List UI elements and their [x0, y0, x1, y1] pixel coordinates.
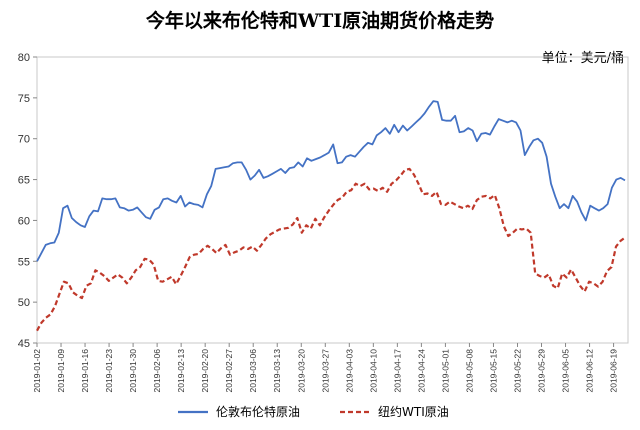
x-tick-label: 2019-02-06 [152, 349, 162, 393]
x-tick-label: 2019-01-16 [80, 349, 90, 393]
x-tick-label: 2019-05-22 [512, 349, 522, 393]
plot-frame [36, 56, 629, 344]
y-tick-label: 75 [18, 93, 30, 105]
x-tick-label: 2019-02-13 [176, 349, 186, 393]
x-tick-label: 2019-04-03 [344, 349, 354, 393]
x-tick-label: 2019-05-08 [464, 349, 474, 393]
y-axis: 45 50 55 60 65 70 75 80 [18, 52, 37, 350]
x-tick-label: 2019-03-27 [320, 349, 330, 393]
y-tick-label: 45 [18, 338, 30, 350]
y-tick-label: 70 [18, 134, 30, 146]
x-tick-label: 2019-03-13 [272, 349, 282, 393]
chart-title: 今年以来布伦特和WTI原油期货价格走势 [145, 9, 494, 32]
x-tick-label: 2019-03-06 [248, 349, 258, 393]
brent-series-line [36, 100, 626, 262]
y-tick-label: 55 [18, 256, 30, 268]
x-tick-label: 2019-01-23 [104, 349, 114, 393]
x-axis: 2019-01-02 2019-01-09 2019-01-16 2019-01-23… [32, 343, 619, 392]
y-tick-label: 80 [18, 52, 30, 64]
x-tick-label: 2019-04-17 [392, 349, 402, 393]
x-tick-label: 2019-01-30 [128, 349, 138, 393]
x-tick-label: 2019-05-15 [488, 349, 498, 393]
legend-wti-label: 纽约WTI原油 [378, 404, 449, 419]
legend-brent-label: 伦敦布伦特原油 [216, 404, 300, 419]
x-tick-label: 2019-05-01 [440, 349, 450, 393]
x-tick-label: 2019-06-19 [609, 349, 619, 393]
y-tick-label: 60 [18, 215, 30, 227]
x-tick-label: 2019-06-05 [561, 349, 571, 393]
y-tick-label: 50 [18, 297, 30, 309]
x-tick-label: 2019-01-02 [32, 349, 42, 393]
y-tick-label: 65 [18, 175, 30, 187]
wti-series-line [36, 167, 626, 332]
legend: 伦敦布伦特原油 纽约WTI原油 [178, 404, 449, 419]
x-tick-label: 2019-02-27 [224, 349, 234, 393]
x-tick-label: 2019-04-24 [416, 349, 426, 393]
x-tick-label: 2019-05-29 [537, 349, 547, 393]
plot-border [36, 56, 629, 344]
x-tick-label: 2019-01-09 [56, 349, 66, 393]
x-tick-label: 2019-06-12 [585, 349, 595, 393]
series-group [36, 100, 626, 332]
x-tick-label: 2019-03-20 [296, 349, 306, 393]
x-tick-label: 2019-04-10 [368, 349, 378, 393]
x-tick-label: 2019-02-20 [200, 349, 210, 393]
unit-label: 单位：美元/桶 [542, 51, 624, 66]
